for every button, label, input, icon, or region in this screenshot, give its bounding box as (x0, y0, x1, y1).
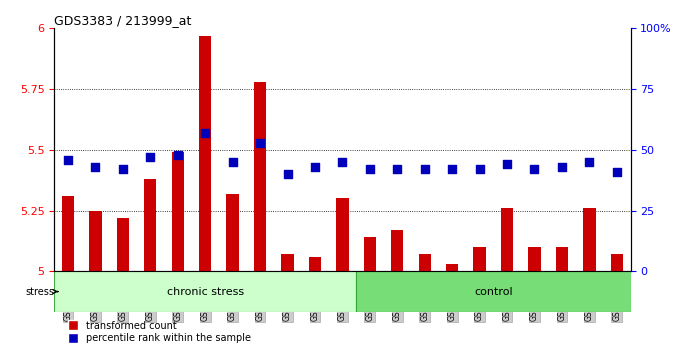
Point (612, 169, 622, 175)
Point (255, 140, 266, 145)
Point (117, 166, 128, 172)
Point (584, 159, 595, 165)
Bar (528, 247, 540, 271)
Bar (556, 247, 568, 271)
Text: stress: stress (26, 287, 58, 297)
Point (145, 154, 156, 160)
Bar (89, 211, 102, 271)
Text: control: control (474, 287, 513, 297)
Text: chronic stress: chronic stress (167, 287, 243, 297)
Bar (117, 218, 129, 271)
Point (364, 166, 375, 172)
Bar (336, 199, 348, 271)
Bar (226, 194, 239, 271)
Bar (446, 264, 458, 271)
Bar (363, 237, 376, 271)
Legend: transformed count, percentile rank within the sample: transformed count, percentile rank withi… (59, 317, 255, 347)
Bar (356, 271, 631, 312)
Point (474, 166, 485, 172)
Point (282, 171, 293, 177)
Point (419, 166, 430, 172)
Point (557, 164, 567, 170)
Bar (501, 208, 513, 271)
Bar (308, 257, 321, 271)
Point (227, 159, 238, 165)
Bar (611, 254, 623, 271)
Point (310, 164, 321, 170)
Point (392, 166, 403, 172)
Bar (62, 196, 74, 271)
Bar (583, 208, 595, 271)
Bar (473, 247, 485, 271)
Bar (281, 254, 294, 271)
Point (200, 130, 211, 136)
Point (502, 161, 513, 167)
Point (90, 164, 101, 170)
Point (529, 166, 540, 172)
Bar (144, 179, 157, 271)
Point (447, 166, 458, 172)
Point (337, 159, 348, 165)
Point (172, 152, 183, 158)
Bar (199, 36, 212, 271)
Bar (418, 254, 431, 271)
Bar (254, 82, 266, 271)
Bar (54, 271, 356, 312)
Point (62, 157, 73, 162)
Bar (391, 230, 403, 271)
Bar (172, 152, 184, 271)
Text: GDS3383 / 213999_at: GDS3383 / 213999_at (54, 14, 192, 27)
